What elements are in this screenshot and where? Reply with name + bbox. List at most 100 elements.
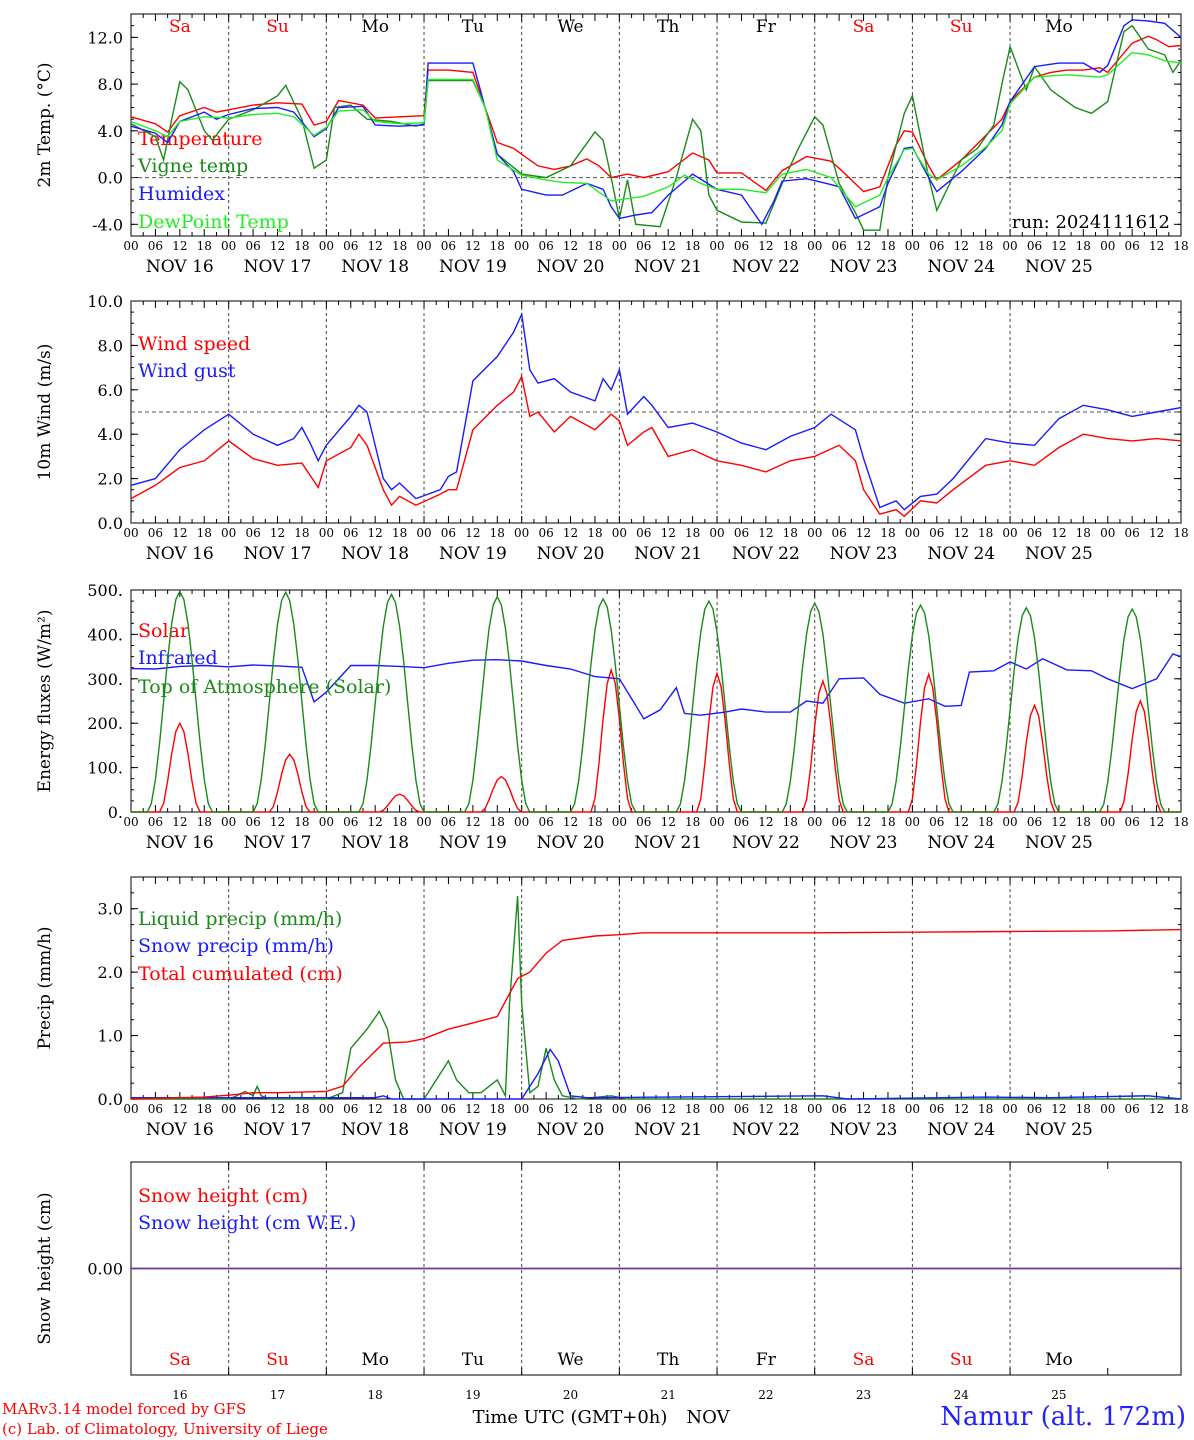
date-label: NOV 21 (634, 833, 702, 853)
hour-tick-label: 00 (319, 815, 334, 829)
hour-tick-label: 12 (172, 815, 187, 829)
series-line (130, 311, 1182, 511)
legend-entry: Wind speed (138, 333, 250, 355)
hour-tick-label: 12 (954, 526, 969, 540)
hour-tick-label: 18 (490, 1102, 505, 1116)
hour-tick-label: 18 (1173, 526, 1188, 540)
date-label: NOV 20 (537, 833, 605, 853)
y-tick-label: 3.0 (98, 900, 123, 919)
hour-tick-label: 12 (368, 815, 383, 829)
hour-tick-label: 12 (1051, 239, 1066, 253)
weekday-label: Sa (853, 17, 875, 37)
date-label: NOV 19 (439, 1120, 507, 1140)
date-label: NOV 20 (537, 544, 605, 564)
date-label: NOV 24 (927, 833, 995, 853)
hour-tick-label: 06 (929, 815, 944, 829)
date-label: NOV 17 (244, 544, 312, 564)
hour-tick-label: 12 (465, 526, 480, 540)
hour-tick-label: 18 (490, 526, 505, 540)
date-label: NOV 20 (537, 257, 605, 277)
hour-tick-label: 12 (661, 239, 676, 253)
hour-tick-label: 12 (954, 815, 969, 829)
hour-tick-label: 18 (880, 239, 895, 253)
date-label: NOV 17 (244, 257, 312, 277)
hour-tick-label: 12 (563, 1102, 578, 1116)
station-label: Namur (alt. 172m) (940, 1402, 1186, 1432)
hour-tick-label: 18 (1076, 239, 1091, 253)
hour-tick-label: 12 (172, 239, 187, 253)
hour-tick-label: 06 (1125, 1102, 1140, 1116)
hour-tick-label: 06 (831, 1102, 846, 1116)
hour-tick-label: 06 (441, 815, 456, 829)
hour-tick-label: 00 (221, 239, 236, 253)
hour-tick-label: 12 (270, 1102, 285, 1116)
date-label: NOV 16 (146, 544, 214, 564)
series-line (130, 24, 1182, 231)
hour-tick-label: 00 (1100, 526, 1115, 540)
hour-tick-label: 00 (319, 526, 334, 540)
hour-tick-label: 00 (807, 1102, 822, 1116)
date-label: NOV 19 (439, 833, 507, 853)
hour-tick-label: 00 (123, 1102, 138, 1116)
hour-tick-label: 18 (1076, 1102, 1091, 1116)
hour-tick-label: 12 (563, 815, 578, 829)
series-line (130, 51, 1182, 208)
hour-tick-label: 00 (221, 1102, 236, 1116)
hour-tick-label: 18 (880, 1102, 895, 1116)
hour-tick-label: 00 (709, 1102, 724, 1116)
series-line (131, 589, 1181, 813)
y-tick-label: 10.0 (87, 292, 123, 311)
hour-tick-label: 06 (831, 526, 846, 540)
date-label: NOV 18 (341, 1120, 409, 1140)
y-tick-label: 2.0 (98, 470, 123, 489)
hour-tick-label: 06 (245, 526, 260, 540)
y-tick-label: 12.0 (87, 28, 123, 47)
day-number: 24 (954, 1388, 970, 1402)
day-number: 18 (368, 1388, 383, 1402)
hour-tick-label: 12 (661, 526, 676, 540)
hour-tick-label: 18 (978, 526, 993, 540)
hour-tick-label: 18 (392, 815, 407, 829)
day-number: 21 (661, 1388, 676, 1402)
hour-tick-label: 18 (685, 815, 700, 829)
series-line (131, 895, 1181, 1100)
date-label: NOV 18 (341, 544, 409, 564)
y-tick-label: 8.0 (98, 75, 123, 94)
hour-tick-label: 06 (636, 526, 651, 540)
y-tick-label: -4.0 (92, 215, 123, 234)
weekday-label: Sa (169, 17, 191, 37)
legend-entry: Snow precip (mm/h) (138, 935, 334, 957)
hour-tick-label: 12 (954, 239, 969, 253)
hour-tick-label: 12 (661, 1102, 676, 1116)
y-tick-label: 2.0 (98, 963, 123, 982)
hour-tick-label: 00 (612, 239, 627, 253)
date-label: NOV 18 (341, 833, 409, 853)
hour-tick-label: 00 (1002, 239, 1017, 253)
hour-tick-label: 00 (123, 239, 138, 253)
hour-tick-label: 00 (123, 526, 138, 540)
hour-tick-label: 00 (1002, 526, 1017, 540)
date-label: NOV 24 (927, 1120, 995, 1140)
hour-tick-label: 00 (905, 1102, 920, 1116)
hour-tick-label: 06 (1125, 815, 1140, 829)
legend-entry: Snow height (cm) (138, 1185, 308, 1207)
hour-tick-label: 18 (978, 239, 993, 253)
hour-tick-label: 06 (343, 815, 358, 829)
hour-tick-label: 00 (1100, 815, 1115, 829)
weekday-label: Fr (756, 1350, 777, 1370)
y-axis-label: Precip (mm/h) (35, 926, 55, 1049)
hour-tick-label: 06 (831, 239, 846, 253)
hour-tick-label: 18 (197, 526, 212, 540)
weekday-label: Th (657, 17, 679, 37)
date-label: NOV 17 (244, 833, 312, 853)
hour-tick-label: 00 (416, 815, 431, 829)
date-label: NOV 25 (1025, 257, 1093, 277)
series-line (130, 35, 1182, 193)
y-axis-label: 2m Temp. (°C) (35, 62, 55, 187)
hour-tick-label: 18 (1173, 815, 1188, 829)
hour-tick-label: 00 (905, 526, 920, 540)
hour-tick-label: 00 (221, 526, 236, 540)
date-label: NOV 23 (830, 1120, 898, 1140)
weekday-label: Fr (756, 17, 777, 37)
hour-tick-label: 00 (123, 815, 138, 829)
